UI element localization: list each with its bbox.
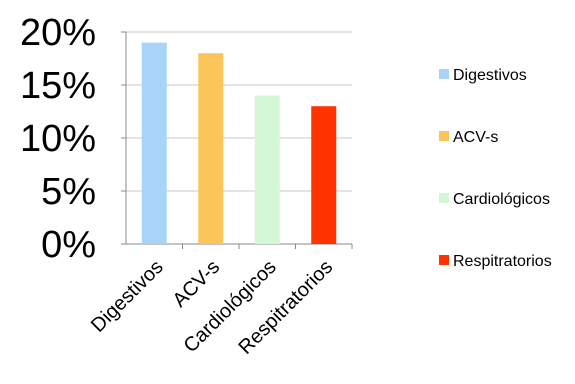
bar bbox=[198, 53, 224, 245]
y-tick-label: 5% bbox=[41, 171, 96, 213]
legend: Digestivos ACV-s Cardiológicos Respitratori… bbox=[439, 67, 552, 270]
x-tick-label: Digestivos bbox=[87, 256, 168, 337]
y-tick-label: 10% bbox=[20, 118, 96, 160]
x-tick-labels: Digestivos ACV-sCardiológicosRespitratori… bbox=[87, 244, 353, 359]
bar bbox=[311, 106, 337, 244]
y-tick-label: 0% bbox=[41, 224, 96, 266]
y-tick-label: 20% bbox=[20, 12, 96, 54]
bars bbox=[141, 42, 337, 245]
x-tick-label: ACV-s bbox=[169, 256, 225, 312]
legend-label: Digestivos bbox=[453, 67, 527, 84]
legend-label: Cardiológicos bbox=[453, 191, 550, 208]
legend-label: Respitratorios bbox=[453, 253, 552, 270]
legend-swatch bbox=[439, 69, 449, 79]
legend-swatch bbox=[439, 193, 449, 203]
legend-swatch bbox=[439, 131, 449, 141]
y-tick-labels: 0% 5% 10% 15% 20% bbox=[20, 12, 96, 266]
bar bbox=[141, 42, 167, 244]
y-tick-label: 15% bbox=[20, 65, 96, 107]
legend-label: ACV-s bbox=[453, 129, 498, 146]
bar bbox=[254, 95, 280, 244]
legend-swatch bbox=[439, 255, 449, 265]
